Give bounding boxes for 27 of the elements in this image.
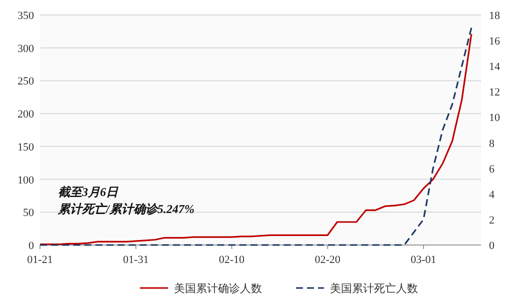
x-tick-label: 02-20 <box>314 254 341 266</box>
y-tick-label: 50 <box>23 207 34 220</box>
y2-tick-label: 6 <box>489 163 495 176</box>
y2-tick-label: 0 <box>489 240 495 252</box>
y2-tick-label: 14 <box>489 61 500 74</box>
y-tick-label: 100 <box>18 174 34 186</box>
x-tick-label: 03-01 <box>410 254 436 266</box>
y2-tick-label: 16 <box>489 36 500 48</box>
annotation: 截至3月6日 <box>58 185 119 199</box>
annotation: 累计死亡/累计确诊5.247% <box>57 202 194 216</box>
y-tick-label: 200 <box>18 108 34 121</box>
x-tick-label: 02-10 <box>218 254 246 266</box>
y2-tick-label: 2 <box>489 214 494 226</box>
legend-label: 美国累计确诊人数 <box>174 282 262 295</box>
x-tick-label: 01-31 <box>123 254 149 266</box>
y-tick-label: 0 <box>28 240 34 252</box>
y-tick-label: 150 <box>18 141 34 154</box>
y2-tick-label: 8 <box>489 138 495 150</box>
y2-tick-label: 18 <box>489 10 500 22</box>
x-tick-label: 01-21 <box>27 254 53 266</box>
legend-label: 美国累计死亡人数 <box>330 282 418 295</box>
y2-tick-label: 10 <box>489 112 500 124</box>
y2-tick-label: 4 <box>489 188 495 201</box>
y2-tick-label: 12 <box>489 86 500 99</box>
y-tick-label: 300 <box>18 42 34 55</box>
y-tick-label: 350 <box>18 10 34 22</box>
y-tick-label: 250 <box>18 76 34 88</box>
